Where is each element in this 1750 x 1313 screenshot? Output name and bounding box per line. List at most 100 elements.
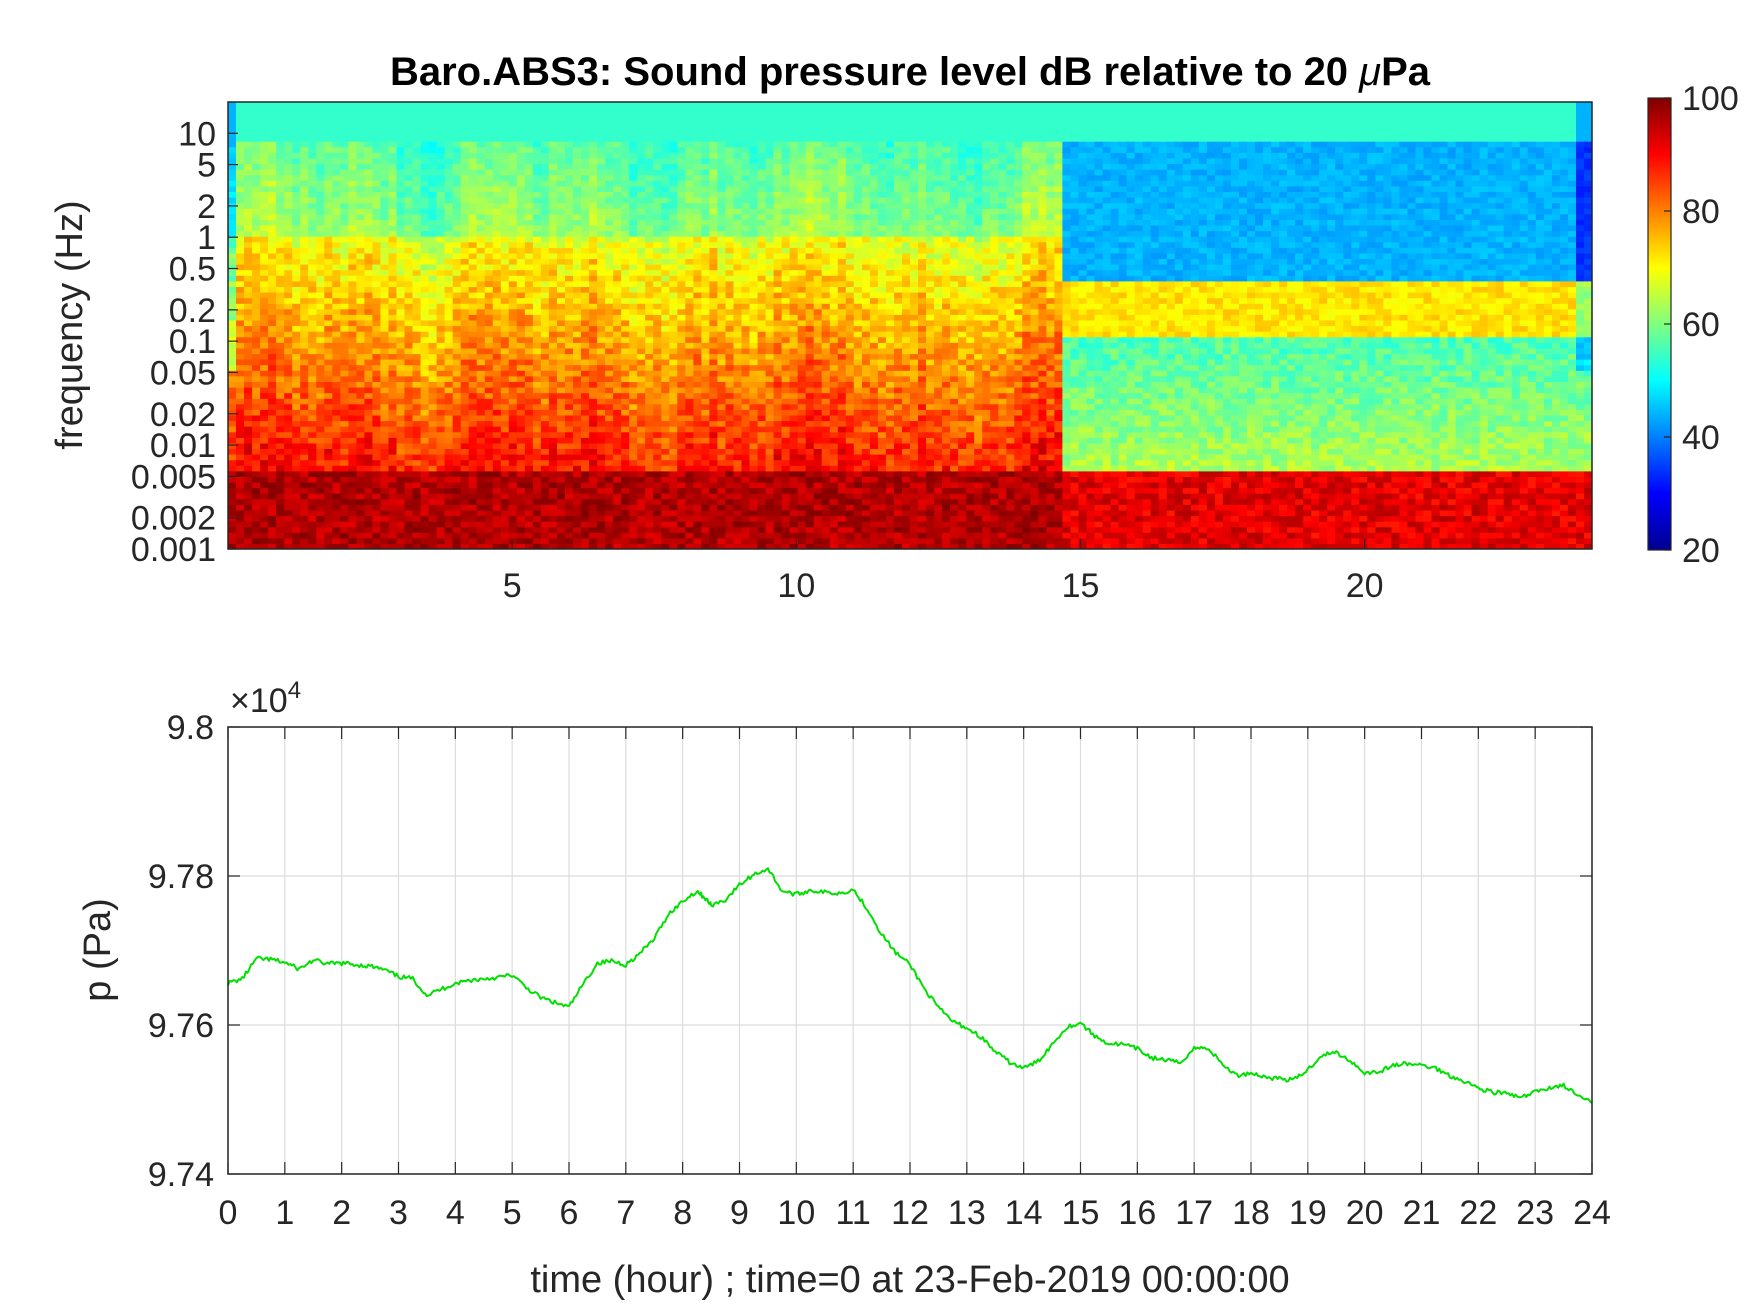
spectrogram-cell <box>300 375 309 382</box>
spectrogram-cell <box>532 247 542 254</box>
spectrogram-cell <box>613 420 622 427</box>
spectrogram-cell <box>573 398 582 405</box>
spectrogram-cell <box>565 280 574 287</box>
spectrogram-cell <box>436 102 446 109</box>
spectrogram-cell <box>452 331 462 338</box>
spectrogram-cell <box>388 141 398 148</box>
spectrogram-cell <box>236 420 245 427</box>
spectrogram-cell <box>597 113 606 120</box>
spectrogram-cell <box>412 308 422 315</box>
spectrogram-cell <box>565 129 574 137</box>
spectrogram-cell <box>621 258 630 265</box>
spectrogram-cell <box>717 180 726 187</box>
spectrogram-cell <box>364 157 373 165</box>
spectrogram-cell <box>476 185 486 192</box>
spectrogram-cell <box>340 129 349 137</box>
spectrogram-cell <box>244 297 253 304</box>
spectrogram-cell <box>500 465 510 472</box>
spectrogram-cell <box>500 437 510 444</box>
spectrogram-cell <box>292 381 301 388</box>
spectrogram-cell <box>717 152 726 159</box>
spectrogram-cell <box>573 543 582 549</box>
spectrogram-cell <box>340 342 349 349</box>
spectrogram-cell <box>476 526 486 533</box>
spectrogram-cell <box>476 543 486 549</box>
spectrogram-cell <box>476 476 486 483</box>
spectrogram-cell <box>725 504 735 511</box>
spectrogram-cell <box>348 493 357 500</box>
spectrogram-cell <box>236 191 245 198</box>
spectrogram-cell <box>380 409 389 416</box>
spectrogram-cell <box>725 347 735 355</box>
spectrogram-cell <box>372 107 381 114</box>
spectrogram-cell <box>268 286 277 293</box>
spectrogram-cell <box>516 141 526 148</box>
spectrogram-cell <box>685 442 694 449</box>
spectrogram-cell <box>500 532 510 539</box>
spectrogram-cell <box>388 135 398 142</box>
spectrogram-cell <box>573 387 582 394</box>
spectrogram-cell <box>661 107 670 114</box>
spectrogram-cell <box>252 174 261 181</box>
spectrogram-cell <box>340 498 349 505</box>
spectrogram-cell <box>364 526 373 533</box>
spectrogram-cell <box>701 314 710 321</box>
spectrogram-cell <box>717 325 726 332</box>
spectrogram-cell <box>492 353 502 360</box>
spectrogram-cell <box>428 325 438 332</box>
spectrogram-cell <box>484 543 494 549</box>
spectrogram-cell <box>428 437 438 444</box>
spectrogram-cell <box>709 465 718 472</box>
spectrogram-cell <box>677 381 686 388</box>
spectrogram-cell <box>605 459 614 466</box>
spectrogram-cell <box>356 476 365 483</box>
spectrogram-cell <box>693 303 702 310</box>
spectrogram-cell <box>324 537 333 544</box>
spectrogram-cell <box>332 543 341 549</box>
spectrogram-cell <box>677 264 686 271</box>
spectrogram-cell <box>653 325 662 332</box>
spectrogram-cell <box>621 308 630 315</box>
spectrogram-cell <box>629 146 638 153</box>
spectrogram-cell <box>428 319 438 327</box>
spectrogram-cell <box>348 359 357 366</box>
spectrogram-cell <box>661 437 670 444</box>
spectrogram-cell <box>396 515 406 522</box>
spectrogram-cell <box>340 174 349 181</box>
spectrogram-cell <box>300 258 309 265</box>
spectrogram-cell <box>340 387 349 394</box>
spectrogram-cell <box>597 191 606 198</box>
spectrogram-cell <box>260 409 269 416</box>
spectrogram-cell <box>284 426 293 433</box>
spectrogram-cell <box>484 247 494 254</box>
spectrogram-cell <box>404 258 414 265</box>
spectrogram-cell <box>308 498 317 505</box>
spectrogram-cell <box>292 219 301 226</box>
spectrogram-cell <box>581 331 590 338</box>
spectrogram-cell <box>573 515 582 522</box>
spectrogram-cell <box>268 208 277 215</box>
spectrogram-cell <box>685 208 694 215</box>
spectrogram-cell <box>452 280 462 287</box>
spectrogram-cell <box>356 202 365 209</box>
spectrogram-cell <box>548 264 558 271</box>
spectrogram-cell <box>356 331 365 338</box>
spectrogram-cell <box>508 448 518 455</box>
spectrogram-cell <box>308 258 317 265</box>
spectrogram-cell <box>701 498 710 505</box>
spectrogram-cell <box>621 420 630 427</box>
spectrogram-cell <box>444 537 454 544</box>
spectrogram-cell <box>412 107 422 114</box>
spectrogram-cell <box>412 498 422 505</box>
spectrogram-cell <box>372 398 381 405</box>
spectrogram-cell <box>573 442 582 449</box>
spectrogram-cell <box>244 163 253 170</box>
spectrogram-cell <box>532 280 542 287</box>
spectrogram-cell <box>396 180 406 187</box>
spectrogram-cell <box>653 107 662 114</box>
spectrogram-cell <box>372 375 381 382</box>
spectrogram-cell <box>709 135 718 142</box>
spectrogram-cell <box>725 437 735 444</box>
spectrogram-cell <box>709 185 718 192</box>
spectrogram-cell <box>228 353 237 360</box>
